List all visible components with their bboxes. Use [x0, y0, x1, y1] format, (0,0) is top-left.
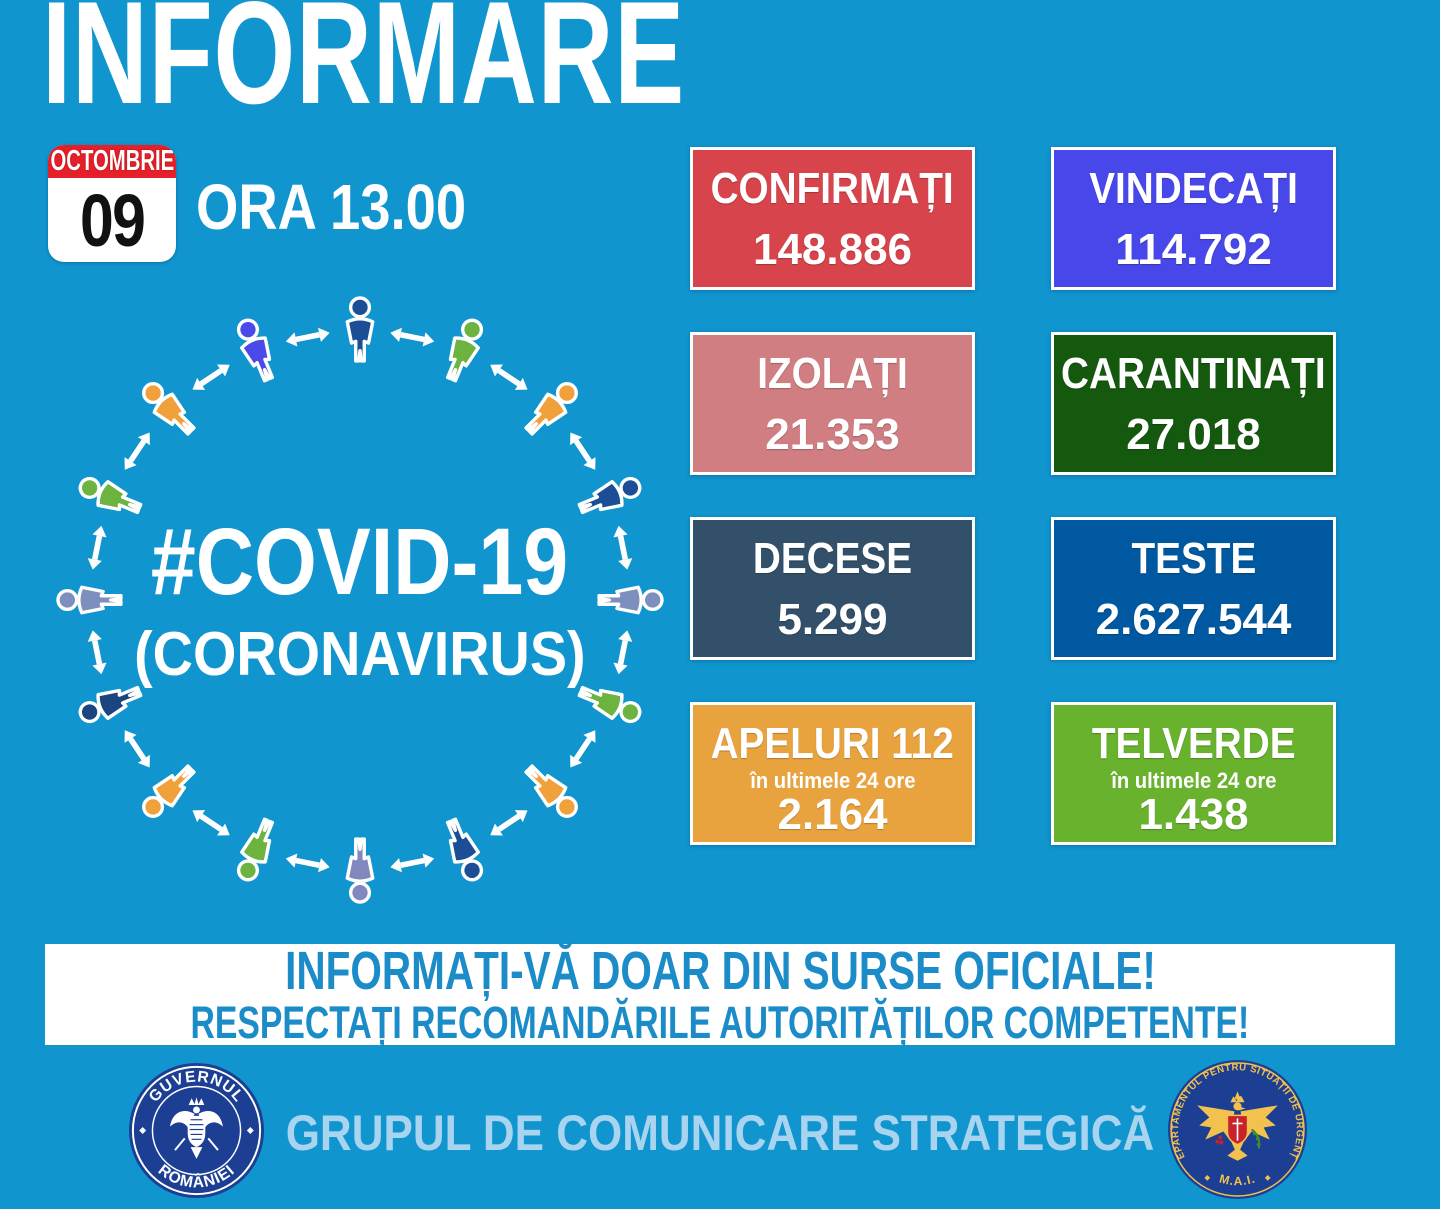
transmission-arrow-icon [85, 628, 109, 676]
people-circle-diagram [56, 296, 664, 904]
calendar-day-label: 09 [79, 179, 146, 262]
transmission-arrow-icon [284, 325, 332, 349]
stat-label: TESTE [1131, 534, 1256, 583]
report-time: ORA 13.00 [196, 171, 467, 243]
stat-value: 1.438 [1138, 790, 1249, 840]
stat-head: TELVERDE în ultimele 24 ore [1078, 722, 1309, 793]
transmission-arrow-icon [486, 804, 532, 842]
page-title: INFORMARE [42, 0, 686, 134]
transmission-arrow-icon [284, 851, 332, 875]
stat-head: TESTE [1123, 537, 1265, 581]
person-icon [135, 758, 202, 825]
stat-box-teste: TESTE 2.627.544 [1051, 517, 1336, 660]
stat-value: 2.627.544 [1095, 595, 1292, 644]
stat-head: VINDECAȚI [1075, 167, 1312, 211]
person-icon [597, 585, 664, 615]
person-icon [518, 758, 585, 825]
stat-box-carantinati: CARANTINAȚI 27.018 [1051, 332, 1336, 475]
stat-head: APELURI 112 în ultimele 24 ore [694, 722, 970, 793]
svg-text:M.A.I.: M.A.I. [1218, 1171, 1257, 1188]
person-icon [230, 314, 282, 386]
stat-label: VINDECAȚI [1089, 164, 1298, 213]
transmission-arrow-icon [188, 358, 234, 396]
stat-label: CONFIRMAȚI [710, 164, 955, 213]
stat-label: IZOLAȚI [757, 349, 908, 398]
person-icon [518, 375, 585, 442]
stat-value: 114.792 [1115, 225, 1272, 274]
stat-box-vindecati: VINDECAȚI 114.792 [1051, 147, 1336, 290]
person-icon [438, 314, 490, 386]
stat-box-decese: DECESE 5.299 [690, 517, 975, 660]
seal-mai-text: M.A.I. [1218, 1171, 1256, 1188]
stat-label: DECESE [752, 534, 913, 583]
banner-line2: RESPECTAȚI RECOMANDĂRILE AUTORITĂȚILOR C… [190, 997, 1250, 1049]
transmission-arrow-icon [118, 726, 156, 772]
stat-sublabel: în ultimele 24 ore [1110, 768, 1277, 793]
stat-head: CARANTINAȚI [1043, 352, 1344, 396]
person-icon [345, 837, 375, 904]
dsu-mai-seal-icon: DEPARTAMENTUL PENTRU SITUAȚII DE URGENȚA… [1168, 1060, 1307, 1199]
stat-label: CARANTINAȚI [1061, 349, 1326, 398]
calendar-icon: OCTOMBRIE 09 [48, 145, 176, 262]
transmission-arrow-icon [388, 325, 436, 349]
stat-value: 2.164 [777, 790, 888, 840]
golden-eagle-emblem-icon [1197, 1091, 1278, 1161]
transmission-arrow-icon [388, 851, 436, 875]
stat-value: 5.299 [777, 595, 888, 644]
stat-label: TELVERDE [1091, 719, 1296, 768]
stat-box-apeluri-112: APELURI 112 în ultimele 24 ore 2.164 [690, 702, 975, 845]
person-icon [135, 375, 202, 442]
transmission-arrow-icon [486, 358, 532, 396]
calendar-month-label: OCTOMBRIE [50, 145, 174, 177]
person-icon [74, 678, 146, 730]
stats-grid: CONFIRMAȚI 148.886 VINDECAȚI 114.792 IZOLAȚI… [690, 147, 1336, 845]
transmission-arrow-icon [118, 428, 156, 474]
footer-label: GRUPUL DE COMUNICARE STRATEGICĂ [285, 1105, 1155, 1161]
stat-value: 21.353 [765, 410, 900, 459]
stat-value: 27.018 [1126, 410, 1261, 459]
person-icon [574, 470, 646, 522]
calendar-day: 09 [48, 178, 176, 262]
stat-head: DECESE [742, 537, 923, 581]
stat-head: CONFIRMAȚI [694, 167, 970, 211]
person-icon [438, 814, 490, 886]
person-icon [56, 585, 123, 615]
transmission-arrow-icon [564, 428, 602, 474]
person-icon [230, 814, 282, 886]
transmission-arrow-icon [85, 524, 109, 572]
stat-box-confirmati: CONFIRMAȚI 148.886 [690, 147, 975, 290]
transmission-arrow-icon [564, 726, 602, 772]
transmission-arrow-icon [611, 524, 635, 572]
transmission-arrow-icon [188, 804, 234, 842]
person-icon [74, 470, 146, 522]
stat-label: APELURI 112 [710, 719, 955, 768]
stat-box-izolati: IZOLAȚI 21.353 [690, 332, 975, 475]
calendar-month: OCTOMBRIE [48, 145, 176, 178]
stat-box-telverde: TELVERDE în ultimele 24 ore 1.438 [1051, 702, 1336, 845]
stat-sublabel: în ultimele 24 ore [749, 768, 916, 793]
banner-line1: INFORMAȚI-VĂ DOAR DIN SURSE OFICIALE! [284, 940, 1156, 1001]
official-sources-banner: INFORMAȚI-VĂ DOAR DIN SURSE OFICIALE! RE… [45, 940, 1395, 1049]
person-icon [345, 296, 375, 363]
person-icon [574, 678, 646, 730]
stat-head: IZOLAȚI [747, 352, 918, 396]
transmission-arrow-icon [611, 628, 635, 676]
stat-value: 148.886 [752, 225, 913, 274]
guvernul-romaniei-seal-icon: GUVERNUL ROMÂNIEI [128, 1062, 265, 1199]
